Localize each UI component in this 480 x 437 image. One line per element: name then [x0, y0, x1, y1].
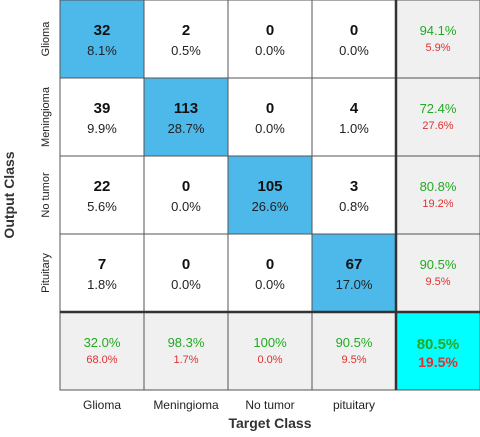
- summary-cell: [395, 233, 480, 313]
- cell-percent: 0.0%: [339, 43, 369, 58]
- overall-accuracy-cell: [395, 311, 480, 391]
- cell-percent: 17.0%: [336, 277, 373, 292]
- summary-cell: [395, 155, 480, 235]
- cell-count: 4: [350, 100, 359, 117]
- matrix-cell: [227, 0, 313, 79]
- col-recall: 98.3%: [168, 335, 205, 350]
- cell-percent: 0.0%: [171, 277, 201, 292]
- col-error: 68.0%: [86, 354, 117, 366]
- matrix-cell: [143, 233, 229, 313]
- overall-accuracy: 80.5%: [417, 336, 460, 353]
- cell-percent: 0.0%: [255, 121, 285, 136]
- summary-cell: [311, 311, 397, 391]
- matrix-cell: [311, 155, 397, 235]
- x-tick-label: Meningioma: [153, 398, 219, 412]
- cell-percent: 8.1%: [87, 43, 117, 58]
- col-error: 9.5%: [341, 354, 366, 366]
- cell-count: 32: [94, 22, 111, 39]
- row-error: 5.9%: [425, 42, 450, 54]
- cell-count: 0: [266, 256, 274, 273]
- cell-percent: 0.8%: [339, 199, 369, 214]
- matrix-cell: [59, 77, 145, 157]
- cell-count: 113: [174, 100, 198, 117]
- cell-count: 3: [350, 178, 358, 195]
- matrix-cell: [143, 0, 229, 79]
- matrix-cell: [59, 233, 145, 313]
- row-error: 9.5%: [425, 276, 450, 288]
- summary-cell: [59, 311, 145, 391]
- summary-cell: [395, 77, 480, 157]
- matrix-cell: [227, 77, 313, 157]
- y-tick-label: Glioma: [40, 21, 52, 57]
- cell-count: 0: [182, 178, 190, 195]
- row-error: 27.6%: [422, 120, 453, 132]
- x-tick-label: No tumor: [245, 398, 294, 412]
- y-tick-label: Pituitary: [40, 253, 52, 293]
- row-precision: 72.4%: [420, 101, 457, 116]
- x-axis-title: Target Class: [229, 415, 312, 431]
- cell-percent: 26.6%: [252, 199, 289, 214]
- matrix-cell: [59, 155, 145, 235]
- cell-count: 0: [266, 22, 274, 39]
- cell-percent: 0.0%: [171, 199, 201, 214]
- row-error: 19.2%: [422, 198, 453, 210]
- cell-percent: 0.0%: [255, 43, 285, 58]
- diagonal-cell: [227, 155, 313, 235]
- cell-percent: 5.6%: [87, 199, 117, 214]
- col-recall: 100%: [253, 335, 287, 350]
- x-tick-label: pituitary: [333, 398, 375, 412]
- cell-count: 0: [182, 256, 190, 273]
- cell-count: 0: [350, 22, 358, 39]
- cell-count: 105: [257, 178, 282, 195]
- summary-cell: [395, 0, 480, 79]
- summary-cell: [143, 311, 229, 391]
- cell-percent: 0.0%: [255, 277, 285, 292]
- cell-count: 22: [94, 178, 111, 195]
- diagonal-cell: [311, 233, 397, 313]
- cell-count: 67: [346, 256, 363, 273]
- row-precision: 80.8%: [420, 179, 457, 194]
- cell-percent: 28.7%: [168, 121, 205, 136]
- matrix-cell: [143, 155, 229, 235]
- x-tick-label: Glioma: [83, 398, 121, 412]
- cell-count: 2: [182, 22, 190, 39]
- matrix-cell: [311, 0, 397, 79]
- row-precision: 94.1%: [420, 23, 457, 38]
- overall-error: 19.5%: [418, 354, 458, 370]
- cell-count: 0: [266, 100, 274, 117]
- cell-count: 39: [94, 100, 111, 117]
- row-precision: 90.5%: [420, 257, 457, 272]
- y-axis-title: Output Class: [1, 151, 17, 238]
- cell-percent: 9.9%: [87, 121, 117, 136]
- col-recall: 90.5%: [336, 335, 373, 350]
- col-recall: 32.0%: [84, 335, 121, 350]
- col-error: 1.7%: [173, 354, 198, 366]
- cell-percent: 0.5%: [171, 43, 201, 58]
- cell-percent: 1.0%: [339, 121, 369, 136]
- cell-percent: 1.8%: [87, 277, 117, 292]
- matrix-cell: [227, 233, 313, 313]
- summary-cell: [227, 311, 313, 391]
- diagonal-cell: [59, 0, 145, 79]
- col-error: 0.0%: [257, 354, 282, 366]
- cell-count: 7: [98, 256, 106, 273]
- y-tick-label: No tumor: [40, 172, 52, 218]
- y-tick-label: Meningioma: [40, 86, 52, 147]
- matrix-cell: [311, 77, 397, 157]
- diagonal-cell: [143, 77, 229, 157]
